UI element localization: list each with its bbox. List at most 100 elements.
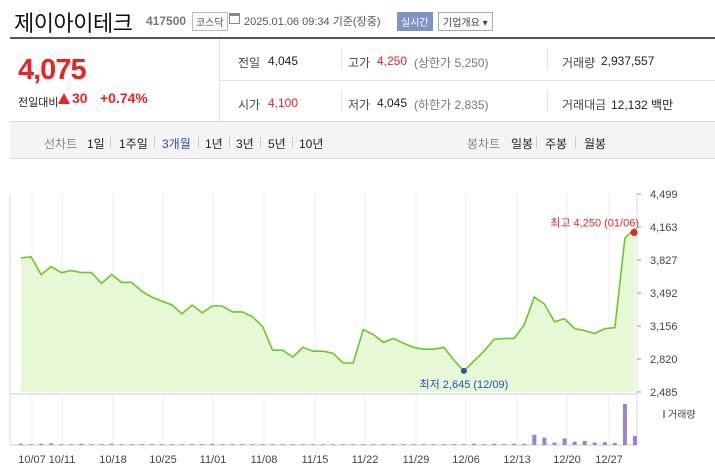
volume-bar bbox=[260, 444, 265, 445]
period-5y[interactable]: 5년 bbox=[268, 137, 286, 151]
period-toolbar bbox=[10, 122, 715, 159]
volume-bar bbox=[99, 444, 104, 445]
volume-bar bbox=[391, 444, 396, 445]
volume-bar bbox=[552, 442, 557, 445]
volume-bar bbox=[320, 444, 325, 445]
volume-bar bbox=[310, 444, 315, 445]
live-button[interactable]: 실시간 bbox=[397, 12, 433, 31]
low-value: 4,045 bbox=[377, 96, 408, 110]
y-tick-label: 3,492 bbox=[650, 288, 678, 300]
current-price: 4,075 bbox=[18, 54, 87, 86]
volume-bar bbox=[300, 444, 305, 445]
volume-bar bbox=[109, 443, 114, 445]
volume-bar bbox=[341, 444, 346, 445]
volume-bar bbox=[401, 444, 406, 445]
prev-close-value: 4,045 bbox=[268, 54, 299, 68]
price-summary bbox=[10, 37, 715, 122]
volume-bar bbox=[502, 444, 507, 445]
price-chart: 최고 4,250 (01/06) 최저 2,645 (12/09) 거래량 4,4… bbox=[9, 189, 696, 466]
period-3y[interactable]: 3년 bbox=[236, 137, 254, 151]
volume-bar bbox=[633, 435, 637, 445]
volume-bar bbox=[622, 404, 627, 445]
candle-daily[interactable]: 일봉 bbox=[511, 137, 534, 151]
open-label: 시가 bbox=[238, 98, 261, 112]
volume-bar bbox=[280, 444, 285, 445]
period-1w[interactable]: 1주일 bbox=[119, 137, 148, 151]
volume-bar bbox=[381, 444, 386, 445]
volume-bar bbox=[169, 444, 174, 445]
company-name: 제이아이테크 bbox=[14, 11, 133, 36]
volume-bar bbox=[592, 442, 597, 445]
volume-bar bbox=[69, 444, 74, 445]
calendar-icon bbox=[229, 13, 240, 24]
x-tick-label: 10/25 bbox=[149, 454, 177, 466]
volume-bar bbox=[39, 443, 44, 445]
volume-bar bbox=[562, 438, 567, 445]
volume-bar bbox=[49, 443, 54, 445]
volume-bar bbox=[149, 444, 154, 445]
change-label: 전일대비 bbox=[18, 97, 59, 109]
volume-bar bbox=[572, 441, 577, 445]
volume-bar bbox=[240, 444, 245, 445]
divider bbox=[341, 48, 342, 70]
volume-label: 거래량 bbox=[562, 56, 596, 70]
volume-bar bbox=[270, 444, 275, 445]
change-value: 30 bbox=[72, 90, 88, 106]
high-label: 고가 bbox=[348, 56, 371, 70]
volume-bar bbox=[79, 443, 84, 445]
volume-bar bbox=[159, 444, 164, 445]
low-annotation: 최저 2,645 (12/09) bbox=[420, 378, 509, 391]
price-area-fill bbox=[21, 228, 635, 392]
volume-bar bbox=[482, 444, 487, 445]
line-chart-label: 선차트 bbox=[44, 137, 78, 151]
candle-monthly[interactable]: 월봉 bbox=[584, 137, 607, 151]
y-tick-label: 2,820 bbox=[650, 354, 678, 366]
volume-bar bbox=[461, 444, 466, 445]
period-1d[interactable]: 1일 bbox=[87, 137, 105, 151]
y-tick-label: 4,499 bbox=[650, 189, 678, 201]
y-tick-label: 3,827 bbox=[650, 255, 678, 267]
volume-bar bbox=[220, 444, 225, 445]
high-marker bbox=[630, 228, 638, 236]
x-tick-label: 10/07 bbox=[18, 454, 46, 466]
volume-bar bbox=[331, 444, 336, 445]
datetime-text: 2025.01.06 09:34 기준(장중) bbox=[244, 16, 381, 28]
volume-bar bbox=[451, 444, 456, 445]
y-tick-label: 3,156 bbox=[650, 321, 678, 333]
period-3m[interactable]: 3개월 bbox=[162, 137, 191, 151]
high-annotation: 최고 4,250 (01/06) bbox=[550, 216, 639, 229]
volume-bar bbox=[89, 444, 94, 445]
stock-code: 417500 bbox=[146, 14, 187, 28]
volume-bar bbox=[371, 444, 376, 445]
company-info-dropdown[interactable]: 기업개요 ▾ bbox=[438, 12, 493, 31]
volume-bar bbox=[542, 437, 547, 445]
x-tick-label: 12/27 bbox=[595, 454, 623, 466]
volume-bar bbox=[250, 444, 255, 445]
amount-label: 거래대금 bbox=[562, 98, 607, 112]
volume-bar bbox=[471, 443, 476, 445]
volume-bar bbox=[492, 443, 497, 445]
volume-bar bbox=[532, 434, 537, 445]
volume-legend-label: 거래량 bbox=[668, 409, 696, 421]
candle-chart-label: 봉차트 bbox=[467, 137, 501, 151]
x-tick-label: 12/06 bbox=[452, 454, 480, 466]
market-badge: 코스닥 bbox=[192, 12, 228, 31]
divider bbox=[547, 48, 548, 70]
volume-bar bbox=[119, 444, 124, 445]
period-10y[interactable]: 10년 bbox=[299, 137, 324, 151]
volume-bar bbox=[200, 444, 205, 445]
high-value: 4,250 bbox=[377, 54, 408, 68]
volume-bar bbox=[421, 444, 426, 445]
period-1y[interactable]: 1년 bbox=[205, 137, 223, 151]
candle-weekly[interactable]: 주봉 bbox=[545, 137, 568, 151]
volume-bar bbox=[139, 444, 144, 445]
divider bbox=[341, 90, 342, 112]
up-triangle-icon bbox=[58, 93, 70, 104]
x-tick-label: 11/22 bbox=[352, 454, 379, 466]
x-tick-label: 10/11 bbox=[49, 454, 76, 466]
y-tick-label: 2,485 bbox=[650, 387, 678, 399]
volume-bar bbox=[612, 442, 617, 445]
volume-bar bbox=[230, 444, 235, 445]
low-marker bbox=[460, 367, 467, 374]
volume-bar bbox=[129, 444, 134, 445]
